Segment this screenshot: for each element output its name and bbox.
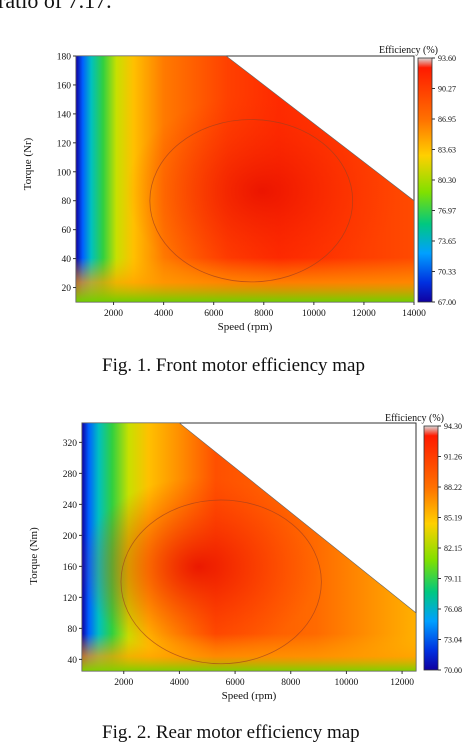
x-tick-label: 10000 xyxy=(302,309,326,319)
contour-line xyxy=(149,119,354,283)
x-tick-label: 6000 xyxy=(204,309,223,319)
x-tick-label: 4000 xyxy=(154,309,173,319)
colorbar-tick-label: 91.26 xyxy=(444,453,462,462)
y-tick-label: 160 xyxy=(57,81,72,91)
colorbar-tick-label: 90.27 xyxy=(438,85,456,94)
colorbar-tick-label: 86.95 xyxy=(438,115,456,124)
y-tick-label: 240 xyxy=(63,501,78,511)
colorbar-tick-label: 73.65 xyxy=(438,237,456,246)
fig2-y-axis-label: Torque (Nm) xyxy=(28,527,40,585)
fig2-caption: Fig. 2. Rear motor efficiency map xyxy=(102,722,360,743)
y-tick-label: 140 xyxy=(57,110,72,120)
y-tick-label: 40 xyxy=(62,255,72,265)
colorbar-tick-label: 70.33 xyxy=(438,268,456,277)
y-tick-label: 120 xyxy=(57,139,72,149)
intro-text: ratio of 7.17. xyxy=(0,0,112,13)
colorbar xyxy=(423,425,439,671)
y-tick-label: 180 xyxy=(57,53,72,63)
y-tick-label: 40 xyxy=(68,656,78,666)
colorbar-tick-label: 70.00 xyxy=(444,666,462,675)
x-tick-label: 2000 xyxy=(114,678,133,688)
x-tick-label: 2000 xyxy=(104,309,123,319)
y-tick-label: 20 xyxy=(62,284,72,294)
colorbar-tick-label: 82.15 xyxy=(444,544,462,553)
colorbar-tick-label: 80.30 xyxy=(438,176,456,185)
x-axis-label: Speed (rpm) xyxy=(222,690,277,702)
colorbar xyxy=(417,57,433,303)
x-tick-label: 8000 xyxy=(281,678,300,688)
colorbar-tick-label: 76.97 xyxy=(438,207,456,216)
colorbar-title: Efficiency (%) xyxy=(379,45,438,56)
y-tick-label: 320 xyxy=(63,439,78,449)
front-motor-efficiency-map: 2000 4000 6000 8000 10000 12000 14000 20 40 60 80 1… xyxy=(57,45,456,333)
fig1-caption: Fig. 1. Front motor efficiency map xyxy=(102,355,365,376)
y-tick-label: 100 xyxy=(57,168,72,178)
x-axis-label: Speed (rpm) xyxy=(218,321,273,333)
y-tick-label: 120 xyxy=(63,594,78,604)
colorbar-tick-label: 76.08 xyxy=(444,605,462,614)
colorbar-tick-label: 73.04 xyxy=(444,636,462,645)
fig1-y-axis-label: Torque (Nr) xyxy=(22,137,34,191)
x-tick-label: 8000 xyxy=(254,309,273,319)
y-tick-label: 80 xyxy=(68,625,78,635)
y-tick-label: 280 xyxy=(63,470,78,480)
x-tick-label: 14000 xyxy=(402,309,426,319)
x-tick-label: 4000 xyxy=(170,678,189,688)
rear-motor-efficiency-map: 2000 4000 6000 8000 10000 12000 40 80 120 160 200 2… xyxy=(63,413,462,702)
y-tick-label: 80 xyxy=(62,197,72,207)
colorbar-title: Efficiency (%) xyxy=(385,413,444,424)
x-tick-label: 6000 xyxy=(226,678,245,688)
y-tick-label: 60 xyxy=(62,226,72,236)
x-tick-label: 10000 xyxy=(335,678,359,688)
colorbar-tick-label: 83.63 xyxy=(438,146,456,155)
colorbar-tick-label: 85.19 xyxy=(444,514,462,523)
operating-boundary xyxy=(81,422,417,672)
colorbar-tick-label: 88.22 xyxy=(444,483,462,492)
y-tick-label: 160 xyxy=(63,563,78,573)
y-tick-label: 200 xyxy=(63,532,78,542)
colorbar-tick-label: 79.11 xyxy=(444,575,462,584)
x-tick-label: 12000 xyxy=(390,678,414,688)
colorbar-tick-label: 93.60 xyxy=(438,54,456,63)
contour-line xyxy=(120,499,322,665)
operating-boundary xyxy=(75,55,415,303)
x-tick-label: 12000 xyxy=(352,309,376,319)
colorbar-tick-label: 67.00 xyxy=(438,298,456,307)
colorbar-tick-label: 94.30 xyxy=(444,422,462,431)
